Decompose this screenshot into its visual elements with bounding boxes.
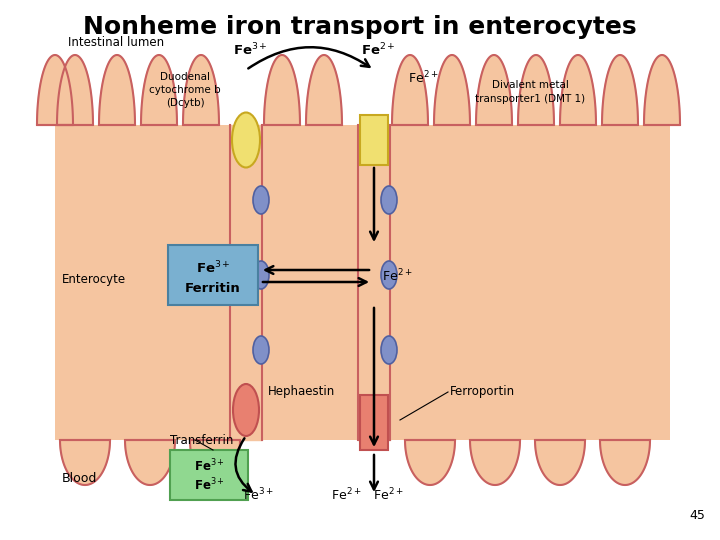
Polygon shape [600, 440, 650, 485]
Text: Duodenal
cytochrome b
(Dcytb): Duodenal cytochrome b (Dcytb) [149, 72, 221, 108]
Text: Fe$^{2+}$: Fe$^{2+}$ [373, 487, 403, 503]
Text: Fe$^{3+}$: Fe$^{3+}$ [194, 477, 225, 494]
Polygon shape [141, 55, 177, 125]
Ellipse shape [381, 336, 397, 364]
Ellipse shape [253, 261, 269, 289]
Polygon shape [644, 55, 680, 125]
Polygon shape [99, 55, 135, 125]
Text: Fe$^{3+}$: Fe$^{3+}$ [233, 42, 267, 58]
Polygon shape [57, 55, 93, 125]
Text: Fe$^{2+}$: Fe$^{2+}$ [408, 70, 438, 86]
Text: Hephaestin: Hephaestin [268, 386, 336, 399]
Bar [55, 125, 670, 440]
Text: Transferrin: Transferrin [170, 434, 233, 447]
Polygon shape [602, 55, 638, 125]
Polygon shape [60, 440, 110, 485]
Polygon shape [535, 440, 585, 485]
Ellipse shape [233, 384, 259, 436]
Ellipse shape [381, 186, 397, 214]
Polygon shape [392, 55, 428, 125]
Polygon shape [560, 55, 596, 125]
Bar [360, 115, 388, 165]
Text: Fe$^{3+}$: Fe$^{3+}$ [243, 487, 274, 503]
Text: Fe$^{2+}$: Fe$^{2+}$ [361, 42, 395, 58]
Text: Enterocyte: Enterocyte [62, 273, 126, 287]
Polygon shape [125, 440, 175, 485]
Polygon shape [190, 440, 240, 485]
Polygon shape [518, 55, 554, 125]
Ellipse shape [253, 336, 269, 364]
Polygon shape [37, 55, 73, 125]
Ellipse shape [381, 261, 397, 289]
Text: Fe$^{2+}$: Fe$^{2+}$ [330, 487, 361, 503]
Polygon shape [358, 125, 390, 440]
Polygon shape [434, 55, 470, 125]
Polygon shape [476, 55, 512, 125]
Text: 45: 45 [689, 509, 705, 522]
Text: Blood: Blood [62, 471, 97, 484]
Text: Intestinal lumen: Intestinal lumen [68, 36, 164, 49]
Bar [360, 395, 388, 450]
Polygon shape [470, 440, 520, 485]
Text: Divalent metal
transporter1 (DMT 1): Divalent metal transporter1 (DMT 1) [475, 80, 585, 104]
Polygon shape [264, 55, 300, 125]
Polygon shape [405, 440, 455, 485]
Bar [168, 245, 258, 305]
Text: Fe$^{3+}$: Fe$^{3+}$ [194, 458, 225, 475]
Text: Fe$^{2+}$: Fe$^{2+}$ [382, 268, 413, 284]
Text: Fe$^{3+}$: Fe$^{3+}$ [196, 260, 230, 276]
Ellipse shape [232, 112, 260, 167]
Polygon shape [230, 125, 262, 440]
Text: Ferritin: Ferritin [185, 282, 241, 295]
Bar [170, 450, 248, 500]
Text: Nonheme iron transport in enterocytes: Nonheme iron transport in enterocytes [84, 15, 636, 39]
Ellipse shape [253, 186, 269, 214]
Text: Ferroportin: Ferroportin [450, 386, 515, 399]
Polygon shape [306, 55, 342, 125]
Polygon shape [183, 55, 219, 125]
